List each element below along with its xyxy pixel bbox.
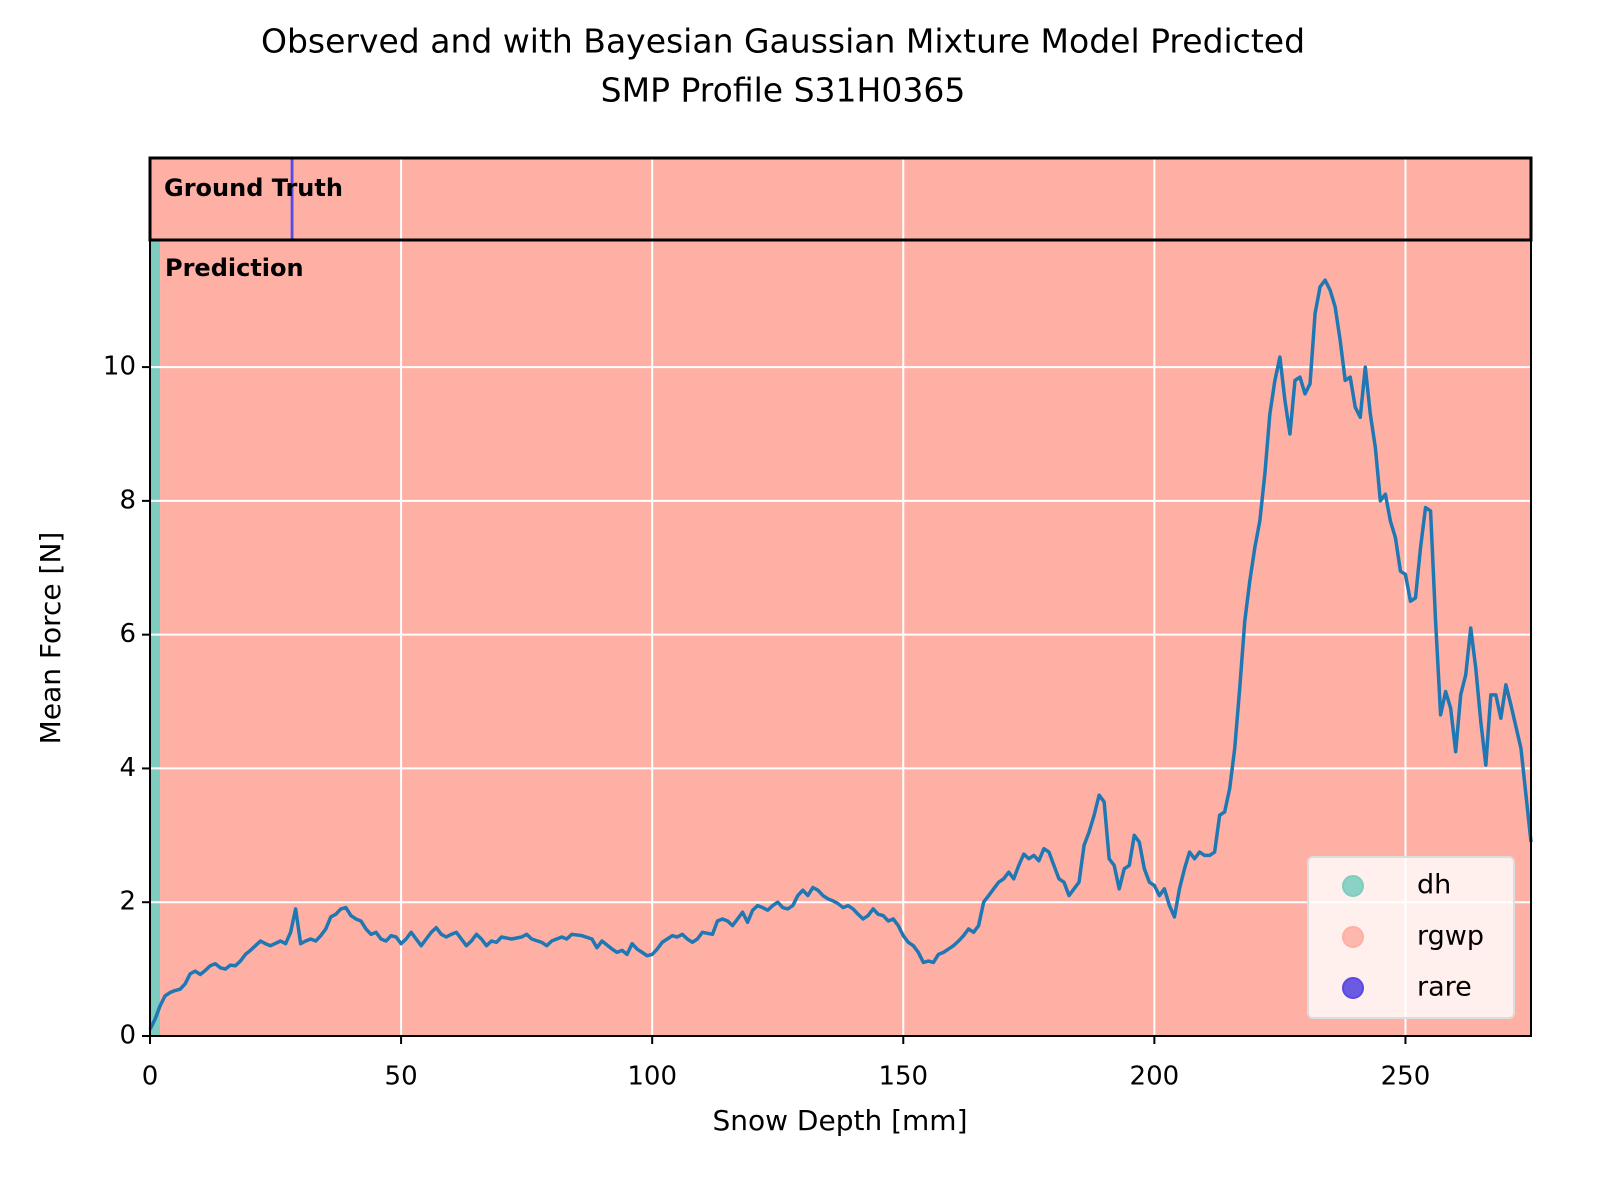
axes-frame (149, 239, 1532, 1037)
chart-title: Observed and with Bayesian Gaussian Mixt… (261, 22, 1305, 61)
legend-marker (1342, 977, 1364, 999)
x-tick-label: 100 (627, 1062, 677, 1092)
x-tick-label: 150 (878, 1062, 928, 1092)
y-axis-label: Mean Force [N] (34, 532, 67, 745)
class-span (290, 158, 294, 240)
y-tick-label: 6 (119, 619, 136, 649)
panel-label: Prediction (165, 254, 304, 282)
x-tick-label: 250 (1381, 1062, 1431, 1092)
legend-marker (1342, 875, 1364, 897)
legend-label: dh (1417, 870, 1451, 901)
chart-subtitle: SMP Profile S31H0365 (601, 71, 966, 110)
class-span (160, 240, 1531, 1036)
y-tick-label: 2 (119, 887, 136, 917)
panel-label: Ground Truth (164, 174, 343, 202)
legend-label: rare (1417, 972, 1472, 1003)
y-tick-label: 0 (119, 1021, 136, 1051)
legend-label: rgwp (1417, 921, 1484, 952)
class-span (293, 158, 1531, 240)
y-tick-label: 8 (119, 485, 136, 515)
y-tick-label: 10 (103, 352, 136, 382)
x-tick-label: 200 (1130, 1062, 1180, 1092)
x-axis-label: Snow Depth [mm] (712, 1104, 967, 1137)
class-span (150, 158, 291, 240)
force-line (148, 278, 1533, 1031)
legend-marker (1342, 926, 1364, 948)
x-tick-label: 0 (142, 1062, 159, 1092)
y-tick-label: 4 (119, 753, 136, 783)
legend-box (1307, 856, 1515, 1019)
class-span (150, 240, 161, 1036)
x-tick-label: 50 (385, 1062, 418, 1092)
